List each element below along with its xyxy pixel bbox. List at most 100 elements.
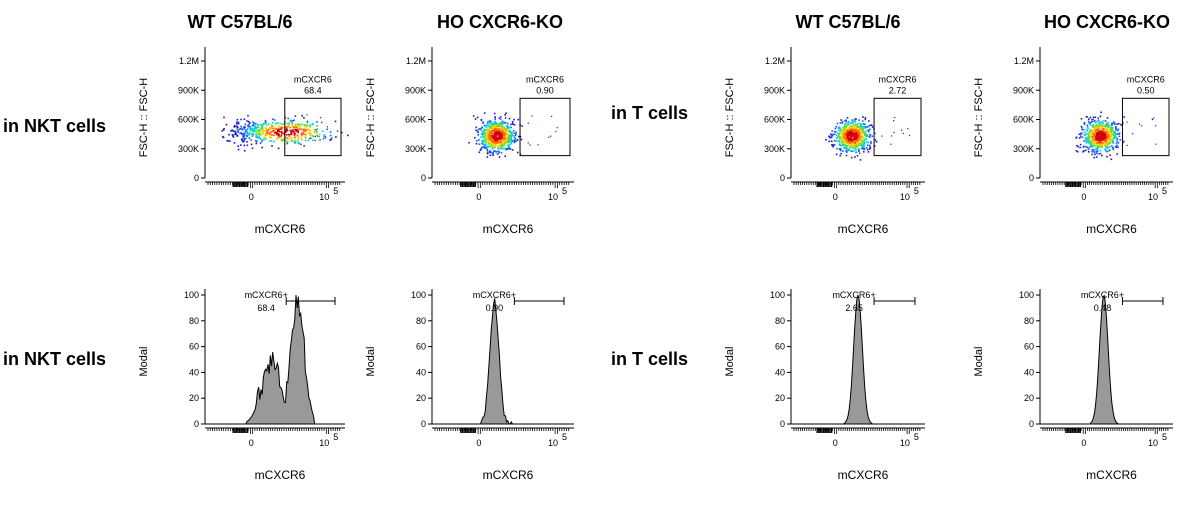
gate-value: 0.90 (486, 303, 504, 313)
event-dot (499, 145, 502, 148)
event-dot (513, 141, 516, 144)
x-axis-label: mCXCR6 (1086, 222, 1137, 236)
event-dot (1099, 140, 1102, 142)
y-tick-label: 1.2M (179, 56, 199, 66)
event-dot (489, 129, 492, 132)
event-dot (490, 142, 492, 145)
event-dot (1109, 134, 1111, 137)
event-dot (496, 124, 498, 126)
event-dot (1105, 149, 1107, 152)
event-dot (237, 131, 239, 133)
event-dot (1107, 143, 1110, 145)
event-dot (844, 124, 846, 127)
event-dot (1091, 120, 1094, 123)
event-dot (291, 124, 294, 127)
event-dot (1085, 145, 1087, 148)
x-axis-label: mCXCR6 (483, 222, 534, 236)
event-dot (1111, 146, 1114, 149)
y-tick-label: 300K (764, 144, 785, 154)
event-dot (484, 135, 486, 137)
event-dot (287, 122, 290, 125)
event-dot (236, 135, 239, 137)
event-dot (251, 147, 254, 150)
event-dot (490, 130, 493, 132)
event-dot (852, 141, 855, 143)
event-dot (239, 144, 242, 146)
event-dot (503, 121, 506, 124)
event-dot (502, 141, 505, 144)
event-dot (854, 133, 857, 136)
event-dot (286, 129, 288, 131)
event-dots (825, 116, 911, 161)
event-dot (850, 141, 852, 144)
event-dot (485, 140, 487, 142)
event-dot (280, 135, 282, 138)
event-dot (859, 159, 862, 161)
event-dot (1109, 133, 1112, 135)
event-dot (1099, 137, 1101, 140)
event-dot (243, 150, 246, 152)
event-dot (254, 140, 257, 142)
event-dot (838, 126, 841, 128)
event-dot (1091, 134, 1093, 136)
event-dot (264, 122, 266, 124)
event-dot (1132, 133, 1134, 135)
event-dot (845, 124, 848, 126)
event-dot (497, 131, 499, 133)
event-dot (1115, 142, 1118, 144)
event-dot (1091, 150, 1093, 153)
event-dot (1106, 131, 1108, 133)
event-dot (254, 122, 257, 125)
event-dot (1085, 116, 1088, 118)
event-dot (277, 125, 280, 128)
event-dot (550, 135, 552, 137)
event-dot (854, 121, 856, 123)
event-dot (1092, 126, 1094, 128)
event-dot (493, 136, 495, 138)
event-dot (868, 144, 871, 147)
event-dot (846, 117, 849, 119)
event-dot (489, 121, 492, 124)
event-dot (275, 127, 277, 130)
event-dot (862, 141, 864, 144)
event-dot (1094, 133, 1096, 136)
event-dot (500, 131, 503, 133)
event-dot (269, 126, 271, 129)
event-dot (501, 137, 503, 140)
event-dot (293, 141, 296, 144)
event-dot (486, 148, 488, 151)
event-dot (266, 124, 268, 127)
event-dot (843, 147, 846, 150)
event-dot (486, 146, 488, 148)
y-tick-label: 100 (770, 290, 785, 300)
event-dot (491, 132, 493, 134)
event-dot (1089, 124, 1092, 126)
event-dot (495, 140, 497, 143)
event-dot (247, 120, 250, 123)
event-dot (272, 126, 275, 128)
event-dot (1106, 142, 1108, 144)
event-dot (852, 138, 855, 140)
event-dot (256, 123, 259, 126)
event-dot (867, 125, 870, 128)
y-tick-label: 1.2M (406, 56, 426, 66)
y-tick-label: 40 (189, 367, 199, 377)
event-dot (255, 127, 257, 130)
event-dot (830, 140, 833, 143)
event-dot (1095, 151, 1098, 153)
event-dot (475, 142, 478, 145)
event-dot (305, 128, 307, 131)
event-dot (293, 125, 295, 127)
y-tick-label: 100 (1019, 290, 1034, 300)
event-dot (844, 119, 846, 122)
event-dot (839, 130, 841, 132)
event-dot (856, 146, 858, 148)
event-dot (858, 135, 861, 138)
event-dot (1078, 133, 1081, 136)
event-dot (243, 128, 245, 130)
event-dot (487, 143, 490, 145)
event-dot (329, 139, 331, 141)
event-dot (305, 137, 307, 139)
event-dot (306, 122, 309, 124)
event-dot (1093, 151, 1095, 153)
